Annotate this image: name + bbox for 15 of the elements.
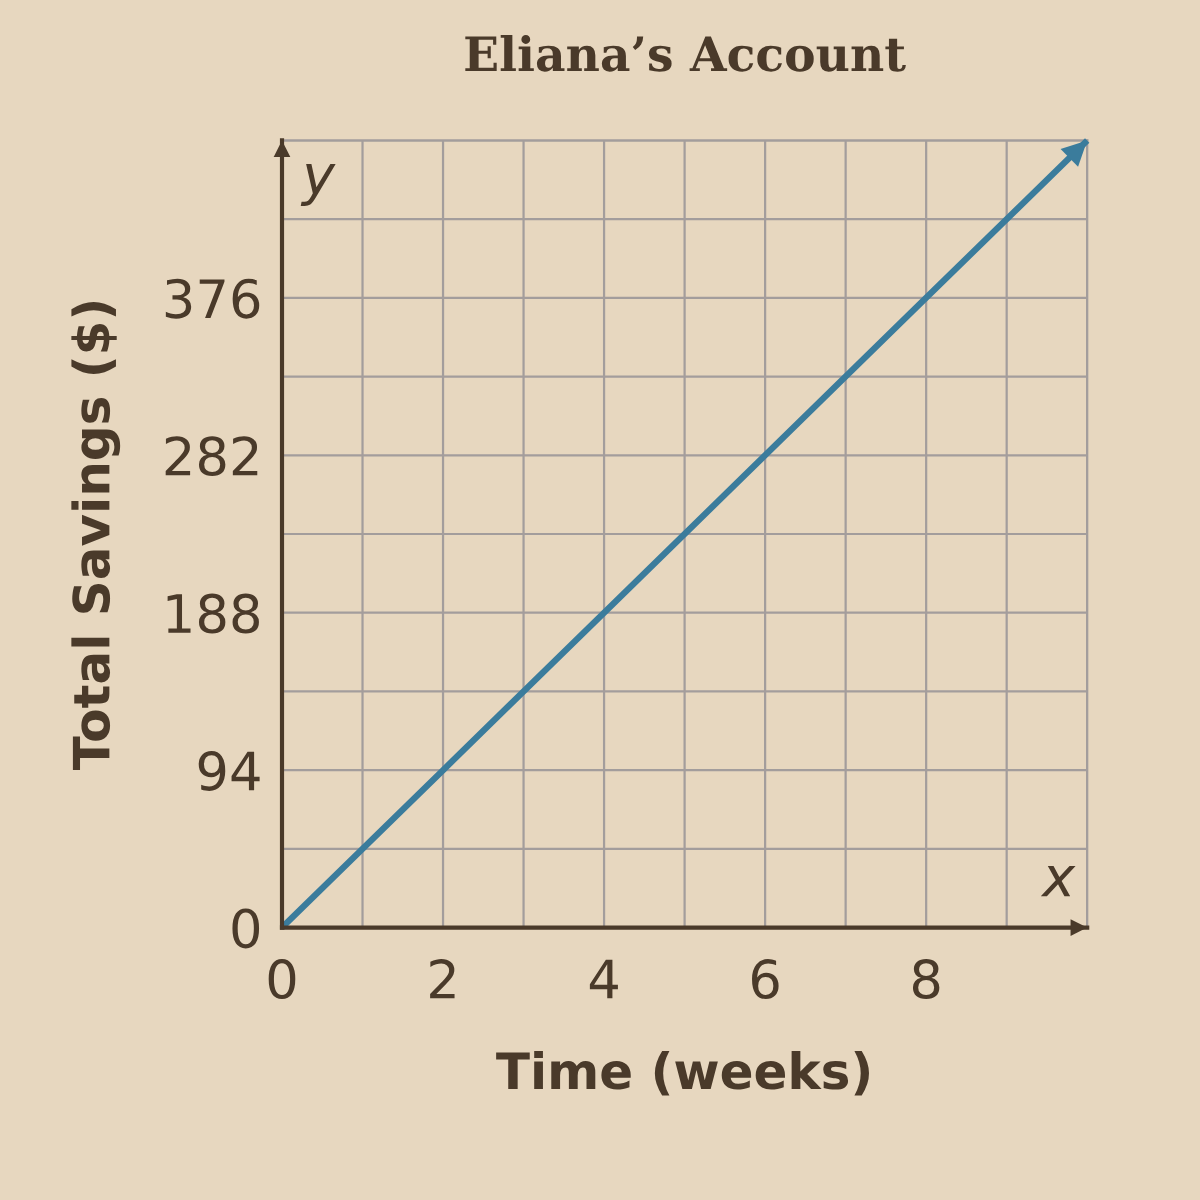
y-axis-title: Total Savings ($): [71, 302, 121, 771]
y-tick-label: 94: [198, 751, 260, 791]
x-tick-label: 0: [268, 959, 296, 1000]
annotation: y: [300, 164, 336, 206]
y-tick-label: 376: [165, 278, 260, 319]
x-axis-title: Time (weeks): [496, 1050, 869, 1096]
y-tick-label: 0: [232, 908, 260, 949]
x-tick-label: 2: [430, 959, 455, 999]
x-tick-label: 8: [912, 959, 940, 1000]
y-tick-label: 188: [167, 593, 259, 634]
chart-title: Eliana’s Account: [465, 35, 906, 72]
annotation: x: [1040, 865, 1076, 897]
y-tick-label: 282: [165, 436, 258, 477]
x-tick-label: 4: [589, 959, 618, 999]
x-tick-label: 6: [752, 959, 779, 1000]
